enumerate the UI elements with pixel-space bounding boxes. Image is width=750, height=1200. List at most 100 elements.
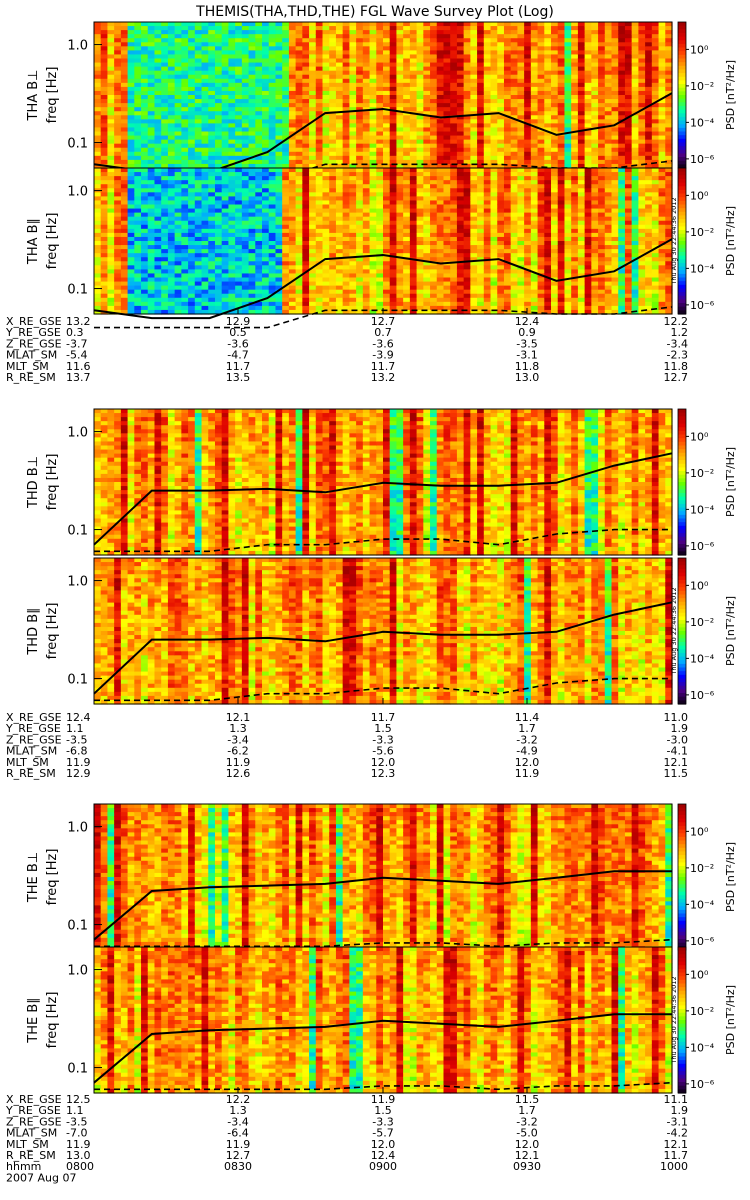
spectrogram-cell bbox=[611, 66, 619, 72]
spectrogram-cell bbox=[94, 245, 102, 250]
spectrogram-cell bbox=[383, 265, 391, 270]
spectrogram-cell bbox=[248, 163, 256, 169]
spectrogram-cell bbox=[221, 95, 230, 100]
spectrogram-cell bbox=[154, 70, 162, 76]
spectrogram-cell bbox=[94, 253, 102, 258]
spectrogram-cell bbox=[483, 38, 492, 43]
spectrogram-cell bbox=[376, 172, 384, 177]
spectrogram-cell bbox=[564, 62, 572, 68]
spectrogram-cell bbox=[315, 135, 324, 141]
spectrogram-cell bbox=[235, 180, 243, 185]
spectrogram-cell bbox=[557, 90, 566, 96]
spectrogram-cell bbox=[645, 127, 653, 133]
spectrogram-cell bbox=[651, 111, 660, 116]
spectrogram-cell bbox=[147, 42, 156, 47]
spectrogram-cell bbox=[638, 86, 646, 92]
spectrogram-cell bbox=[430, 115, 438, 120]
spectrogram-cell bbox=[295, 50, 303, 56]
spectrogram-cell bbox=[315, 66, 324, 72]
spectrogram-cell bbox=[275, 220, 283, 226]
spectrogram-cell bbox=[389, 188, 398, 193]
spectrogram-cell bbox=[483, 66, 492, 72]
spectrogram-cell bbox=[309, 135, 317, 141]
spectrogram-cell bbox=[409, 180, 418, 185]
spectrogram-cell bbox=[349, 293, 357, 299]
spectrogram-cell bbox=[228, 309, 236, 315]
spectrogram-cell bbox=[295, 58, 303, 64]
spectrogram-cell bbox=[349, 285, 357, 291]
spectrogram-cell bbox=[376, 127, 384, 133]
spectrogram-cell bbox=[262, 200, 270, 206]
spectrogram-cell bbox=[201, 212, 209, 218]
spectrogram-cell bbox=[255, 236, 263, 242]
spectrogram-cell bbox=[329, 301, 337, 307]
spectrogram-cell bbox=[463, 38, 471, 43]
spectrogram-cell bbox=[94, 46, 102, 51]
spectrogram-cell bbox=[309, 269, 317, 275]
spectrogram-cell bbox=[221, 107, 230, 112]
spectrogram-cell bbox=[241, 293, 250, 299]
spectrogram-cell bbox=[114, 111, 122, 116]
spectrogram-cell bbox=[584, 86, 592, 92]
spectrogram-cell bbox=[551, 30, 559, 35]
colorbar-segment bbox=[678, 54, 686, 60]
spectrogram-cell bbox=[598, 42, 606, 47]
spectrogram-cell bbox=[369, 200, 377, 206]
spectrogram-cell bbox=[396, 131, 404, 137]
spectrogram-cell bbox=[288, 196, 297, 202]
spectrogram-cell bbox=[154, 147, 162, 153]
spectrogram-cell bbox=[241, 151, 250, 157]
spectrogram-cell bbox=[188, 249, 196, 254]
spectrogram-cell bbox=[416, 224, 424, 230]
spectrogram-cell bbox=[134, 22, 142, 27]
spectrogram-cell bbox=[335, 261, 344, 266]
spectrogram-cell bbox=[564, 58, 572, 64]
spectrogram-cell bbox=[645, 82, 653, 88]
spectrogram-cell bbox=[315, 309, 324, 315]
spectrogram-cell bbox=[309, 224, 317, 230]
spectrogram-cell bbox=[483, 155, 492, 161]
spectrogram-cell bbox=[309, 176, 317, 181]
spectrogram-cell bbox=[604, 74, 613, 80]
spectrogram-cell bbox=[557, 107, 566, 112]
spectrogram-cell bbox=[241, 273, 250, 279]
spectrogram-cell bbox=[389, 293, 398, 299]
spectrogram-cell bbox=[524, 163, 532, 169]
spectrogram-cell bbox=[416, 196, 424, 202]
spectrogram-cell bbox=[362, 111, 371, 116]
spectrogram-cell bbox=[114, 54, 122, 60]
spectrogram-cell bbox=[315, 184, 324, 189]
spectrogram-cell bbox=[188, 135, 196, 141]
spectrogram-cell bbox=[181, 139, 189, 145]
spectrogram-cell bbox=[208, 70, 216, 76]
spectrogram-cell bbox=[329, 74, 337, 80]
spectrogram-cell bbox=[571, 82, 579, 88]
spectrogram-cell bbox=[423, 188, 431, 193]
spectrogram-cell bbox=[530, 103, 539, 108]
spectrogram-cell bbox=[638, 34, 646, 39]
spectrogram-cell bbox=[120, 204, 129, 210]
spectrogram-cell bbox=[598, 74, 606, 80]
spectrogram-cell bbox=[309, 22, 317, 27]
spectrogram-cell bbox=[383, 78, 391, 84]
spectrogram-cell bbox=[322, 50, 330, 56]
spectrogram-cell bbox=[631, 103, 639, 108]
spectrogram-cell bbox=[403, 26, 411, 31]
spectrogram-cell bbox=[329, 241, 337, 246]
spectrogram-cell bbox=[624, 22, 633, 27]
spectrogram-cell bbox=[456, 82, 465, 88]
spectrogram-cell bbox=[241, 82, 250, 88]
spectrogram-cell bbox=[302, 38, 310, 43]
spectrogram-cell bbox=[645, 155, 653, 161]
spectrogram-cell bbox=[194, 228, 203, 234]
spectrogram-cell bbox=[362, 139, 371, 145]
spectrogram-cell bbox=[329, 305, 337, 311]
spectrogram-cell bbox=[624, 163, 633, 169]
spectrogram-cell bbox=[174, 249, 182, 254]
spectrogram-cell bbox=[416, 26, 424, 31]
spectrogram-cell bbox=[208, 176, 216, 181]
spectrogram-cell bbox=[94, 74, 102, 80]
spectrogram-cell bbox=[228, 78, 236, 84]
spectrogram-cell bbox=[107, 184, 115, 189]
spectrogram-cell bbox=[174, 204, 182, 210]
